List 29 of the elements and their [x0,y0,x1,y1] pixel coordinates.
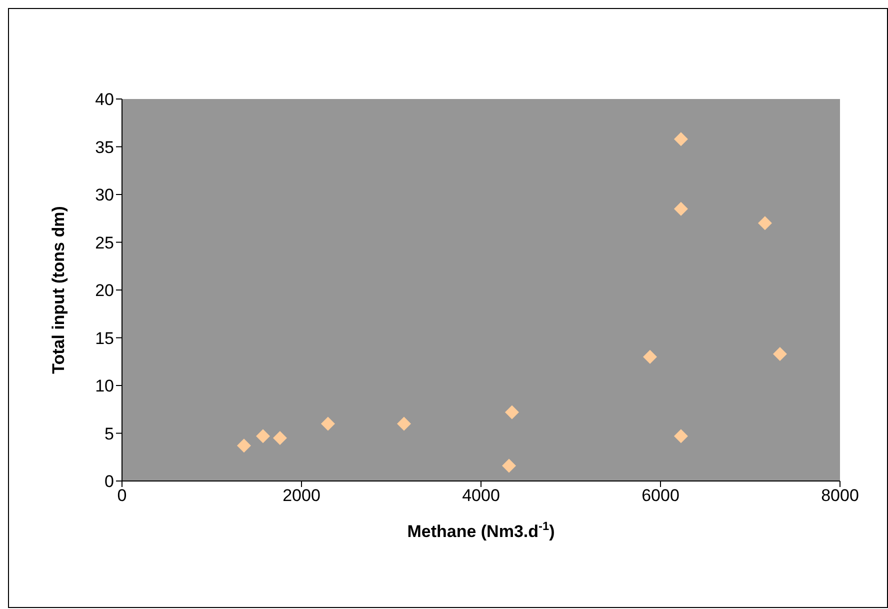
x-tick-label: 8000 [821,486,859,506]
point [236,438,251,453]
point [674,202,688,216]
y-tick-label: 5 [104,424,114,444]
point [502,458,516,473]
y-tick-label: 20 [95,281,114,300]
point [643,350,657,364]
y-tick-label: 25 [95,233,114,252]
point [504,405,519,420]
y-tick-label: 15 [95,328,114,348]
point [272,431,287,446]
y-tick-label: 0 [104,472,114,492]
point [674,132,688,146]
y-tick-label: 40 [95,90,114,110]
y-tick-label: 35 [95,138,114,157]
x-tick-label: 2000 [282,486,320,506]
x-tick-label: 4000 [462,486,500,506]
point [674,429,688,444]
y-tick-label: 30 [95,186,114,205]
point [256,429,270,444]
x-tick-label: 6000 [642,486,680,506]
point [758,216,772,230]
point [396,416,411,431]
x-tick-label: 0 [117,486,127,506]
y-axis-title: Total input (tons dm) [49,206,68,374]
point [772,346,787,361]
y-tick-label: 10 [95,376,114,396]
point [320,416,335,431]
x-axis-title: Methane (Nm3.d$^{-1}$) [407,519,555,541]
